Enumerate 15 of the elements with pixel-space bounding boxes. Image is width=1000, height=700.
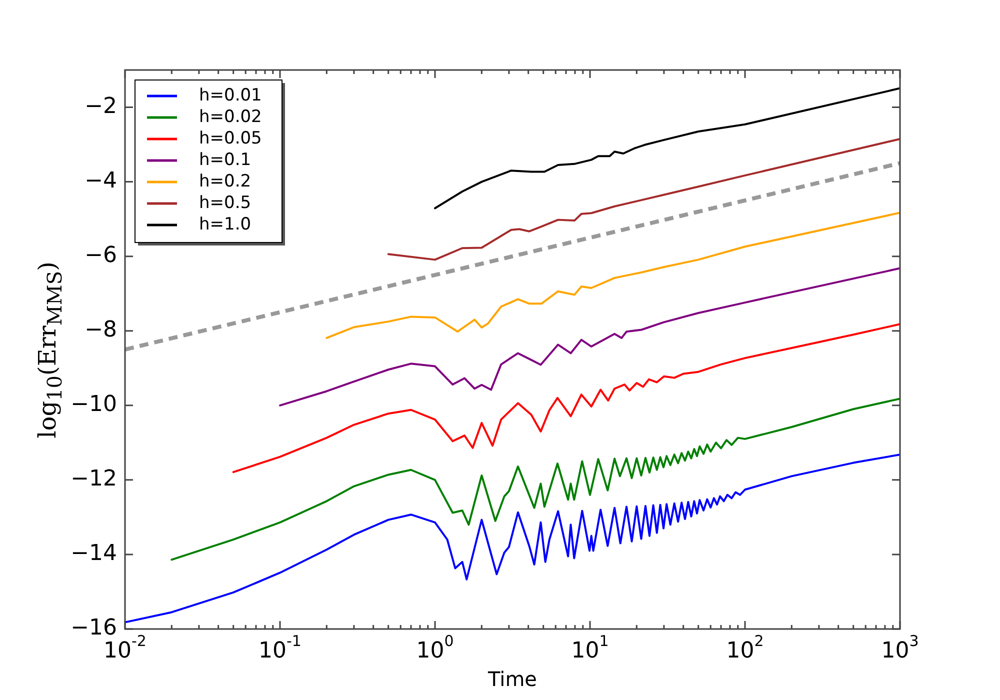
y-tick-label: −12 xyxy=(70,466,117,492)
legend-label: h=0.02 xyxy=(199,106,262,127)
x-axis-title: Time xyxy=(487,667,537,692)
legend-label: h=0.2 xyxy=(199,171,252,192)
legend-label: h=0.1 xyxy=(199,150,252,170)
y-tick-label: −4 xyxy=(84,168,117,194)
y-tick-label: −10 xyxy=(70,392,117,418)
y-tick-label: −8 xyxy=(84,318,117,343)
y-tick-label: −2 xyxy=(84,94,117,119)
legend-label: h=0.5 xyxy=(199,192,252,213)
y-tick-label: −6 xyxy=(84,243,117,268)
legend-label: h=1.0 xyxy=(199,214,252,234)
y-tick-label: −14 xyxy=(70,541,117,566)
legend-label: h=0.05 xyxy=(199,128,262,148)
legend-label: h=0.01 xyxy=(199,85,262,106)
